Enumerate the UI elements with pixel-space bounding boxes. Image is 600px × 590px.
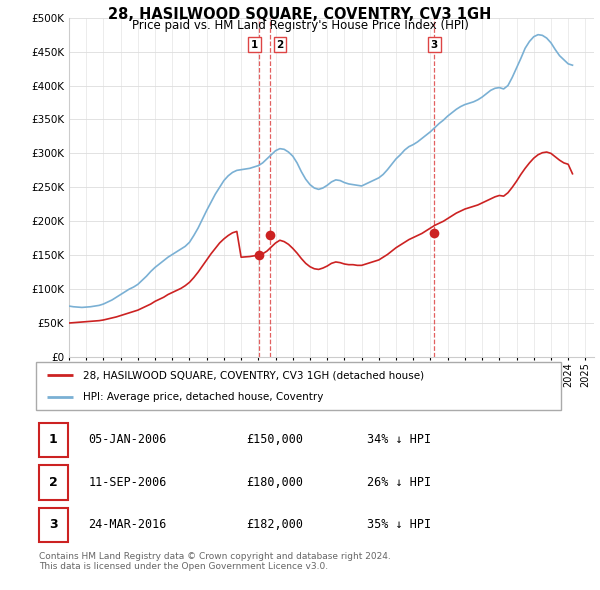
Text: 28, HASILWOOD SQUARE, COVENTRY, CV3 1GH (detached house): 28, HASILWOOD SQUARE, COVENTRY, CV3 1GH … [83,370,424,380]
Text: HPI: Average price, detached house, Coventry: HPI: Average price, detached house, Cove… [83,392,323,402]
Text: 26% ↓ HPI: 26% ↓ HPI [367,476,431,489]
Text: 3: 3 [49,518,58,532]
Text: 2: 2 [49,476,58,489]
FancyBboxPatch shape [38,465,67,500]
FancyBboxPatch shape [38,422,67,457]
Text: 34% ↓ HPI: 34% ↓ HPI [367,433,431,447]
Text: 11-SEP-2006: 11-SEP-2006 [89,476,167,489]
Text: 1: 1 [251,40,258,50]
Text: £180,000: £180,000 [246,476,303,489]
Text: 24-MAR-2016: 24-MAR-2016 [89,518,167,532]
Text: Price paid vs. HM Land Registry's House Price Index (HPI): Price paid vs. HM Land Registry's House … [131,19,469,32]
Text: 05-JAN-2006: 05-JAN-2006 [89,433,167,447]
Text: 1: 1 [49,433,58,447]
Text: 35% ↓ HPI: 35% ↓ HPI [367,518,431,532]
Text: 3: 3 [431,40,438,50]
Text: Contains HM Land Registry data © Crown copyright and database right 2024.
This d: Contains HM Land Registry data © Crown c… [39,552,391,571]
Text: £150,000: £150,000 [246,433,303,447]
Text: 28, HASILWOOD SQUARE, COVENTRY, CV3 1GH: 28, HASILWOOD SQUARE, COVENTRY, CV3 1GH [109,7,491,22]
FancyBboxPatch shape [38,507,67,542]
Text: £182,000: £182,000 [246,518,303,532]
Text: 2: 2 [276,40,283,50]
